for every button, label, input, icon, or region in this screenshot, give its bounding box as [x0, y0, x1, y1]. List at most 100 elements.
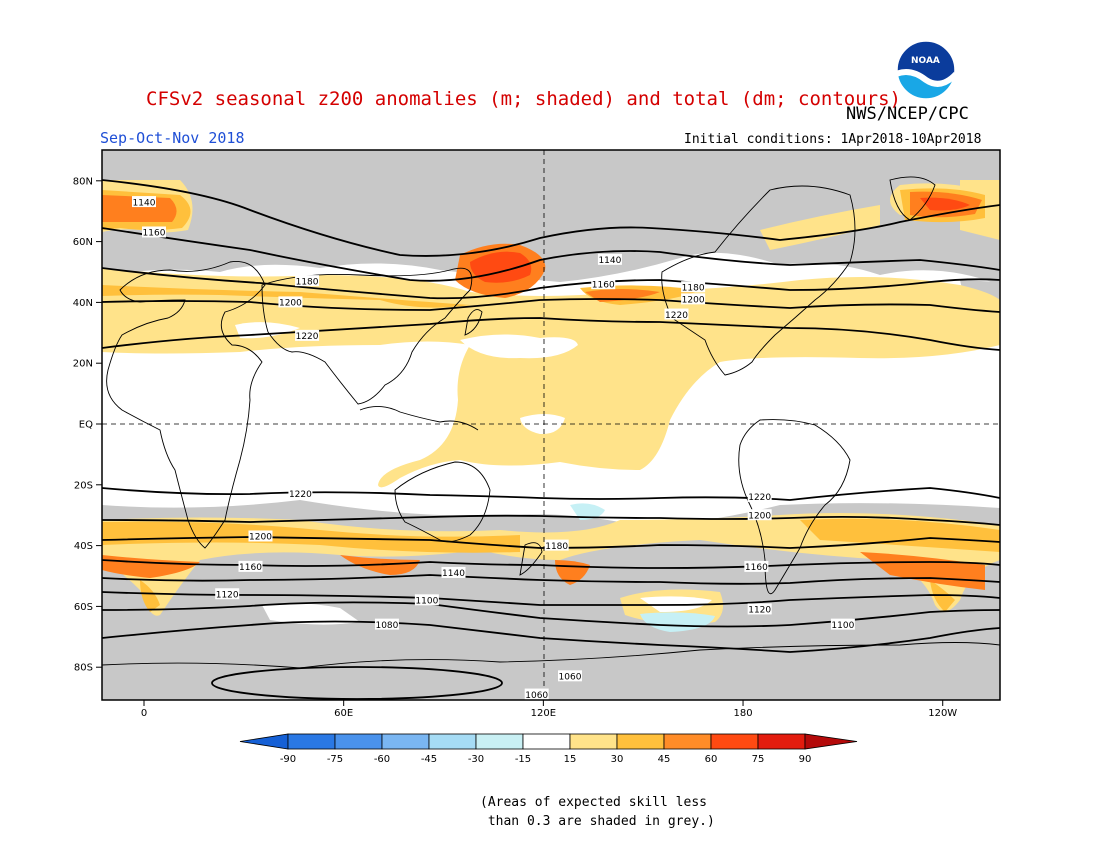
contour-label: 1120	[215, 588, 240, 600]
colorbar-segment	[616, 733, 665, 750]
longitude-axis: 060E120E180120W60W0	[141, 700, 957, 719]
contour-label: 1180	[544, 539, 569, 552]
noaa-logo	[896, 40, 956, 100]
noaa-logo-text: NOAA	[911, 56, 940, 66]
lat-label: 40N	[73, 298, 93, 309]
lon-label: 60E	[334, 708, 353, 719]
contour-label: 1060	[524, 688, 549, 700]
contour-label-text: 1200	[249, 533, 272, 543]
contour-label-text: 1140	[133, 198, 156, 208]
contour-label: 1220	[664, 308, 689, 321]
colorbar-right-arrow	[804, 733, 858, 750]
contour-label-text: 1060	[559, 673, 582, 683]
indonesia-outline	[359, 406, 479, 431]
colorbar-label: 60	[705, 754, 718, 765]
contour-label: 1160	[1090, 257, 1100, 269]
new-zealand-outline	[519, 542, 543, 576]
colorbar-label: -15	[515, 754, 531, 765]
contour-label: 1200	[681, 293, 706, 306]
contour-label-text: 1080	[375, 621, 398, 631]
contour-label: 1100	[830, 618, 855, 631]
skill-note: (Areas of expected skill less than 0.3 a…	[480, 795, 715, 829]
lat-label: EQ	[79, 420, 93, 431]
contour-label-text: 1120	[748, 606, 771, 616]
contour-label-bg	[238, 560, 263, 572]
contour-label-text: 1140	[598, 256, 621, 266]
contour-label-bg	[374, 618, 399, 630]
contour-label-text: 1160	[1091, 259, 1100, 269]
contour-label: 1160	[238, 560, 263, 573]
contour-label-text: 1180	[1088, 280, 1100, 290]
season-label: Sep-Oct-Nov 2018	[100, 129, 245, 147]
initial-conditions-label: Initial conditions: 1Apr2018-10Apr2018	[684, 132, 982, 147]
contour-1140-sh	[102, 574, 1000, 585]
contour-label: 1120	[747, 603, 772, 616]
contour-label-bg	[295, 329, 320, 341]
contour-label-bg	[544, 539, 569, 551]
antarctica-outline	[102, 642, 1000, 669]
lon-label: 120W	[928, 708, 957, 719]
contour-label-bg	[1077, 576, 1100, 587]
contour-label-text: 1140	[1078, 578, 1100, 588]
colorbar-segment	[663, 733, 712, 750]
contour-label: 1200	[248, 530, 273, 543]
contour-label-text: 1200	[279, 299, 302, 309]
contour-label-text: 1180	[296, 277, 319, 287]
contour-label-text: 1140	[1078, 226, 1100, 236]
contour-label: 1180	[681, 281, 706, 293]
lon-label: 180	[733, 708, 752, 719]
contour-1120-sh	[102, 591, 1000, 606]
north-america-outline	[661, 185, 856, 376]
contour-label-text: 1200	[1074, 296, 1097, 306]
colorbar-segment	[334, 733, 383, 750]
contour-label: 1220	[747, 490, 772, 503]
contour-1060-sh	[211, 666, 503, 700]
contour-label-layer: 1140 1160 1180 1200 1220 1140 1160 1180 1200 1220…	[132, 196, 1100, 700]
lat-label: 20S	[74, 480, 93, 491]
contour-label: 1160	[141, 226, 166, 239]
contour-label-bg	[215, 588, 240, 600]
map-title: CFSv2 seasonal z200 anomalies (m; shaded…	[146, 88, 901, 110]
contour-label-bg	[747, 490, 772, 502]
colorbar-label: -75	[327, 754, 343, 765]
contour-label: 1160	[744, 560, 769, 573]
contour-label-bg	[597, 253, 622, 265]
lon-label: 0	[141, 708, 147, 719]
contour-label: 1180	[295, 275, 320, 287]
contour-1220-sh	[102, 487, 1000, 501]
lat-label: 40S	[74, 541, 93, 552]
contour-label-text: 1220	[289, 490, 312, 500]
lat-label: 80N	[73, 176, 93, 187]
colorbar-segment	[381, 733, 430, 750]
colorbar-segment	[569, 733, 618, 750]
colorbar-label: -90	[280, 754, 296, 765]
contour-label: 1160	[591, 278, 616, 290]
contour-label: 1180	[1087, 278, 1100, 290]
contour-label: 1140	[441, 566, 466, 579]
contour-label-bg	[414, 594, 439, 606]
contour-label-text: 1220	[296, 332, 319, 342]
australia-outline	[394, 461, 491, 543]
colorbar-label: 15	[564, 754, 577, 765]
colorbar-label: -30	[468, 754, 484, 765]
contour-label: 1200	[1074, 293, 1098, 305]
contour-label: 1140	[1077, 223, 1100, 235]
contour-label-bg	[1077, 223, 1100, 234]
contour-label-text: 1100	[415, 597, 438, 607]
height-contours	[102, 179, 1000, 700]
contour-label: 1200	[747, 509, 772, 521]
contour-label-bg	[744, 560, 769, 572]
contour-label-bg	[747, 603, 772, 615]
contour-label-bg	[557, 670, 582, 682]
negative-anomaly-shading	[570, 503, 715, 632]
contour-label-bg	[1087, 278, 1100, 289]
contour-label: 1080	[374, 618, 399, 631]
greenland-outline	[889, 176, 936, 221]
contour-label: 1140	[1077, 576, 1100, 588]
japan-outline	[464, 309, 483, 336]
contour-1200-sh	[102, 514, 1000, 526]
colorbar-left-arrow	[239, 733, 289, 750]
contour-label-bg	[441, 566, 466, 578]
map-frame	[101, 149, 1001, 701]
contour-1180-nh	[102, 267, 1000, 300]
